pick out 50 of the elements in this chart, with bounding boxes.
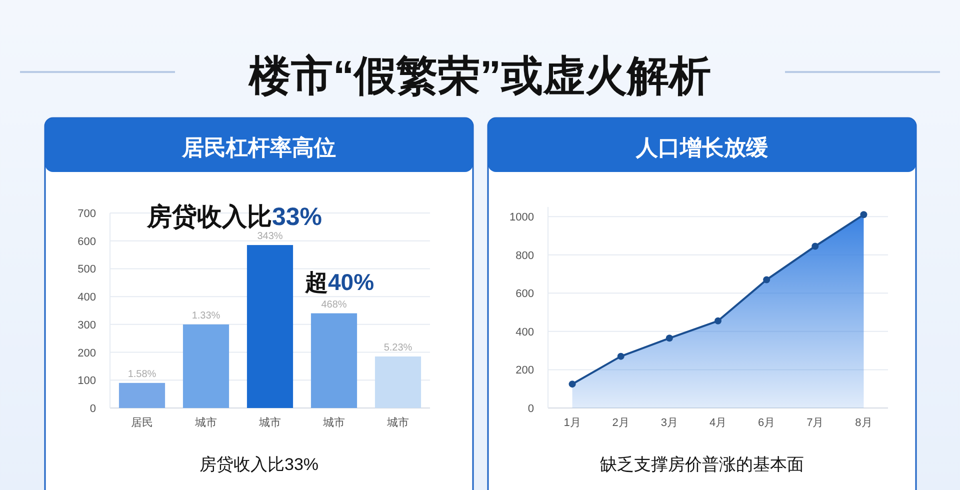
y-tick-label: 200 (78, 347, 96, 360)
x-tick-label: 7月 (806, 417, 824, 429)
x-tick-label: 8月 (855, 417, 872, 429)
point (714, 317, 722, 324)
point (617, 352, 624, 360)
x-tick-label: 4月 (709, 417, 727, 429)
y-tick-label: 1000 (510, 212, 534, 224)
y-tick-label: 500 (78, 264, 96, 276)
bar (246, 245, 294, 408)
y-tick-label: 300 (78, 319, 96, 332)
y-tick-label: 700 (78, 208, 96, 220)
x-tick-label: 6月 (758, 417, 776, 429)
annotation: 468% (321, 299, 347, 310)
text: 楼市“假繁荣”或虚火解析 (248, 52, 711, 99)
y-tick-label: 800 (516, 250, 534, 262)
point (812, 242, 819, 250)
x-tick-label: 1月 (564, 417, 581, 429)
annotation: 超40% (304, 269, 374, 295)
y-tick-label: 400 (516, 326, 534, 338)
y-tick-label: 600 (516, 288, 534, 300)
x-tick-label: 城市 (386, 416, 409, 429)
x-tick-label: 城市 (258, 416, 281, 429)
x-tick-label: 3月 (660, 417, 678, 429)
y-tick-label: 100 (78, 375, 96, 388)
point (860, 211, 868, 218)
point (666, 334, 673, 342)
annotation: 343% (257, 231, 283, 242)
text: 房贷收入比33% (199, 455, 319, 474)
bar (374, 356, 422, 408)
bar (182, 324, 230, 408)
annotation: 房贷收入比33% (146, 203, 322, 231)
y-tick-label: 400 (78, 292, 96, 304)
x-tick-label: 2月 (612, 417, 630, 429)
annotation: 1.33% (192, 310, 220, 322)
y-tick-label: 0 (528, 403, 534, 415)
text: 缺乏支撑房价普涨的基本面 (600, 455, 804, 474)
annotation: 1.58% (128, 368, 156, 380)
chart-title: 居民杠杆率高位 (181, 135, 336, 160)
point (763, 276, 770, 284)
chart-title: 人口增长放缓 (635, 135, 768, 160)
x-tick-label: 城市 (194, 416, 217, 429)
y-tick-label: 600 (78, 236, 96, 248)
x-tick-label: 城市 (322, 416, 345, 429)
bar (118, 382, 166, 408)
bar (310, 313, 358, 408)
point (568, 380, 576, 388)
y-tick-label: 200 (516, 364, 534, 377)
x-tick-label: 居民 (131, 417, 153, 429)
y-tick-label: 0 (90, 403, 96, 415)
annotation: 5.23% (384, 342, 412, 354)
